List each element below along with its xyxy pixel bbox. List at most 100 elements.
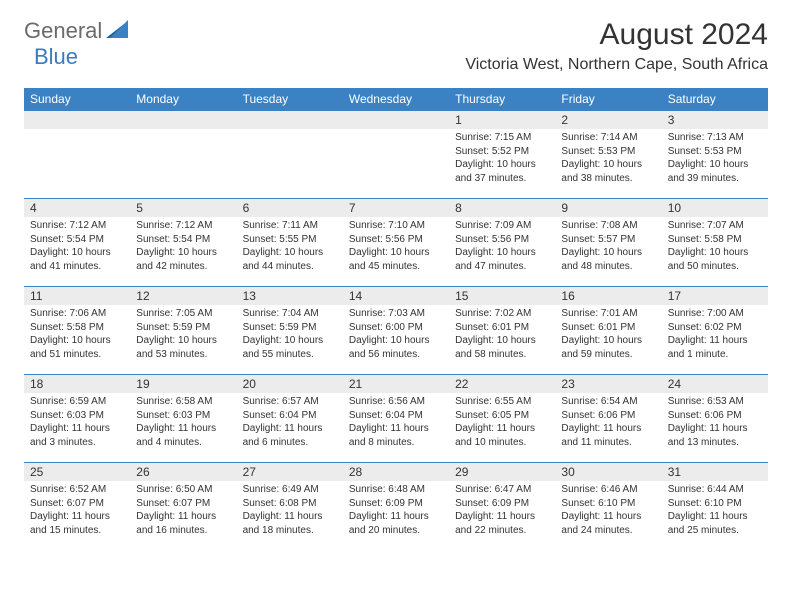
day-header-cell: Thursday — [449, 88, 555, 111]
day-number: 30 — [555, 463, 661, 481]
day-content: Sunrise: 7:15 AMSunset: 5:52 PMDaylight:… — [449, 129, 555, 189]
logo-text-blue-wrap: Blue — [34, 44, 78, 70]
day-content: Sunrise: 6:44 AMSunset: 6:10 PMDaylight:… — [662, 481, 768, 541]
day-content: Sunrise: 6:54 AMSunset: 6:06 PMDaylight:… — [555, 393, 661, 453]
day-content: Sunrise: 7:12 AMSunset: 5:54 PMDaylight:… — [24, 217, 130, 277]
day-number: 7 — [343, 199, 449, 217]
day-content: Sunrise: 7:02 AMSunset: 6:01 PMDaylight:… — [449, 305, 555, 365]
day-cell: 23Sunrise: 6:54 AMSunset: 6:06 PMDayligh… — [555, 375, 661, 463]
day-cell: 10Sunrise: 7:07 AMSunset: 5:58 PMDayligh… — [662, 199, 768, 287]
day-cell: 11Sunrise: 7:06 AMSunset: 5:58 PMDayligh… — [24, 287, 130, 375]
week-row: 25Sunrise: 6:52 AMSunset: 6:07 PMDayligh… — [24, 463, 768, 551]
title-block: August 2024 Victoria West, Northern Cape… — [465, 18, 768, 74]
week-row: 18Sunrise: 6:59 AMSunset: 6:03 PMDayligh… — [24, 375, 768, 463]
location-text: Victoria West, Northern Cape, South Afri… — [465, 56, 768, 74]
day-content: Sunrise: 6:55 AMSunset: 6:05 PMDaylight:… — [449, 393, 555, 453]
day-cell — [24, 111, 130, 199]
day-content: Sunrise: 6:56 AMSunset: 6:04 PMDaylight:… — [343, 393, 449, 453]
day-content: Sunrise: 7:09 AMSunset: 5:56 PMDaylight:… — [449, 217, 555, 277]
day-cell: 25Sunrise: 6:52 AMSunset: 6:07 PMDayligh… — [24, 463, 130, 551]
day-number: 17 — [662, 287, 768, 305]
day-cell: 9Sunrise: 7:08 AMSunset: 5:57 PMDaylight… — [555, 199, 661, 287]
day-cell: 29Sunrise: 6:47 AMSunset: 6:09 PMDayligh… — [449, 463, 555, 551]
day-cell: 19Sunrise: 6:58 AMSunset: 6:03 PMDayligh… — [130, 375, 236, 463]
day-content: Sunrise: 6:53 AMSunset: 6:06 PMDaylight:… — [662, 393, 768, 453]
empty-day-bar — [24, 111, 130, 129]
day-content: Sunrise: 7:01 AMSunset: 6:01 PMDaylight:… — [555, 305, 661, 365]
week-row: 11Sunrise: 7:06 AMSunset: 5:58 PMDayligh… — [24, 287, 768, 375]
day-number: 23 — [555, 375, 661, 393]
day-cell: 31Sunrise: 6:44 AMSunset: 6:10 PMDayligh… — [662, 463, 768, 551]
day-number: 26 — [130, 463, 236, 481]
day-number: 22 — [449, 375, 555, 393]
day-number: 15 — [449, 287, 555, 305]
day-number: 5 — [130, 199, 236, 217]
day-number: 4 — [24, 199, 130, 217]
day-number: 31 — [662, 463, 768, 481]
day-content: Sunrise: 6:48 AMSunset: 6:09 PMDaylight:… — [343, 481, 449, 541]
day-header-cell: Wednesday — [343, 88, 449, 111]
day-cell: 5Sunrise: 7:12 AMSunset: 5:54 PMDaylight… — [130, 199, 236, 287]
day-cell: 2Sunrise: 7:14 AMSunset: 5:53 PMDaylight… — [555, 111, 661, 199]
day-number: 13 — [237, 287, 343, 305]
day-cell: 18Sunrise: 6:59 AMSunset: 6:03 PMDayligh… — [24, 375, 130, 463]
week-row: 1Sunrise: 7:15 AMSunset: 5:52 PMDaylight… — [24, 111, 768, 199]
day-cell: 30Sunrise: 6:46 AMSunset: 6:10 PMDayligh… — [555, 463, 661, 551]
day-number: 19 — [130, 375, 236, 393]
day-number: 2 — [555, 111, 661, 129]
day-number: 1 — [449, 111, 555, 129]
day-cell: 24Sunrise: 6:53 AMSunset: 6:06 PMDayligh… — [662, 375, 768, 463]
day-number: 16 — [555, 287, 661, 305]
day-content: Sunrise: 7:06 AMSunset: 5:58 PMDaylight:… — [24, 305, 130, 365]
day-content: Sunrise: 7:05 AMSunset: 5:59 PMDaylight:… — [130, 305, 236, 365]
day-content: Sunrise: 6:46 AMSunset: 6:10 PMDaylight:… — [555, 481, 661, 541]
day-content: Sunrise: 6:47 AMSunset: 6:09 PMDaylight:… — [449, 481, 555, 541]
logo-text-general: General — [24, 18, 102, 44]
day-number: 21 — [343, 375, 449, 393]
day-header-row: SundayMondayTuesdayWednesdayThursdayFrid… — [24, 88, 768, 111]
logo-triangle-icon — [106, 20, 128, 43]
day-content: Sunrise: 7:00 AMSunset: 6:02 PMDaylight:… — [662, 305, 768, 365]
day-cell: 4Sunrise: 7:12 AMSunset: 5:54 PMDaylight… — [24, 199, 130, 287]
day-header-cell: Monday — [130, 88, 236, 111]
day-content: Sunrise: 7:04 AMSunset: 5:59 PMDaylight:… — [237, 305, 343, 365]
day-content: Sunrise: 6:52 AMSunset: 6:07 PMDaylight:… — [24, 481, 130, 541]
empty-day-bar — [130, 111, 236, 129]
day-cell: 3Sunrise: 7:13 AMSunset: 5:53 PMDaylight… — [662, 111, 768, 199]
day-cell: 27Sunrise: 6:49 AMSunset: 6:08 PMDayligh… — [237, 463, 343, 551]
day-cell: 17Sunrise: 7:00 AMSunset: 6:02 PMDayligh… — [662, 287, 768, 375]
day-number: 11 — [24, 287, 130, 305]
day-content: Sunrise: 6:58 AMSunset: 6:03 PMDaylight:… — [130, 393, 236, 453]
day-number: 9 — [555, 199, 661, 217]
day-number: 6 — [237, 199, 343, 217]
week-row: 4Sunrise: 7:12 AMSunset: 5:54 PMDaylight… — [24, 199, 768, 287]
day-cell: 26Sunrise: 6:50 AMSunset: 6:07 PMDayligh… — [130, 463, 236, 551]
day-content: Sunrise: 7:14 AMSunset: 5:53 PMDaylight:… — [555, 129, 661, 189]
day-number: 27 — [237, 463, 343, 481]
day-cell: 8Sunrise: 7:09 AMSunset: 5:56 PMDaylight… — [449, 199, 555, 287]
empty-day-bar — [343, 111, 449, 129]
day-content: Sunrise: 6:57 AMSunset: 6:04 PMDaylight:… — [237, 393, 343, 453]
day-number: 12 — [130, 287, 236, 305]
day-cell: 14Sunrise: 7:03 AMSunset: 6:00 PMDayligh… — [343, 287, 449, 375]
day-number: 8 — [449, 199, 555, 217]
day-content: Sunrise: 7:11 AMSunset: 5:55 PMDaylight:… — [237, 217, 343, 277]
day-cell — [237, 111, 343, 199]
day-content: Sunrise: 6:59 AMSunset: 6:03 PMDaylight:… — [24, 393, 130, 453]
day-cell: 6Sunrise: 7:11 AMSunset: 5:55 PMDaylight… — [237, 199, 343, 287]
day-cell: 1Sunrise: 7:15 AMSunset: 5:52 PMDaylight… — [449, 111, 555, 199]
logo-text-blue: Blue — [34, 44, 78, 69]
day-number: 20 — [237, 375, 343, 393]
empty-day-bar — [237, 111, 343, 129]
day-content: Sunrise: 7:13 AMSunset: 5:53 PMDaylight:… — [662, 129, 768, 189]
day-number: 14 — [343, 287, 449, 305]
day-content: Sunrise: 7:10 AMSunset: 5:56 PMDaylight:… — [343, 217, 449, 277]
calendar-body: 1Sunrise: 7:15 AMSunset: 5:52 PMDaylight… — [24, 111, 768, 551]
day-number: 24 — [662, 375, 768, 393]
day-number: 10 — [662, 199, 768, 217]
day-content: Sunrise: 7:03 AMSunset: 6:00 PMDaylight:… — [343, 305, 449, 365]
day-cell: 13Sunrise: 7:04 AMSunset: 5:59 PMDayligh… — [237, 287, 343, 375]
day-cell: 28Sunrise: 6:48 AMSunset: 6:09 PMDayligh… — [343, 463, 449, 551]
day-header-cell: Friday — [555, 88, 661, 111]
day-cell: 12Sunrise: 7:05 AMSunset: 5:59 PMDayligh… — [130, 287, 236, 375]
